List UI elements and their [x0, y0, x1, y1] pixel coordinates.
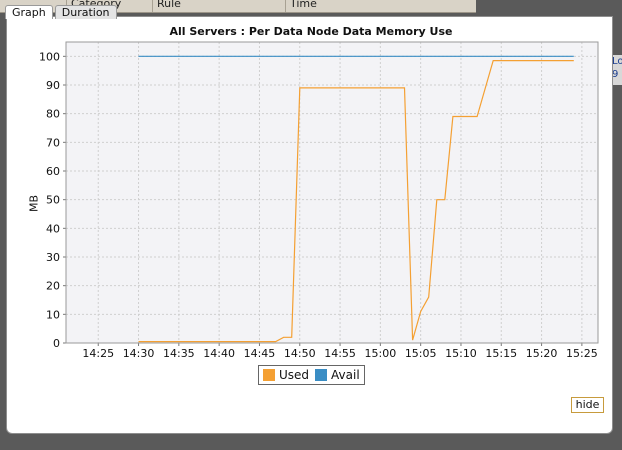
legend-swatch-used [263, 369, 275, 381]
y-tick-label: 60 [46, 165, 60, 178]
chart-legend: Used Avail [258, 365, 365, 385]
x-tick-label: 15:05 [405, 347, 437, 360]
series-line-used [138, 59, 574, 343]
legend-label-used: Used [279, 368, 310, 382]
y-tick-label: 80 [46, 108, 60, 121]
x-tick-label: 14:30 [123, 347, 155, 360]
x-tick-label: 14:25 [82, 347, 114, 360]
bg-column-rule: Rule [152, 0, 181, 12]
chart-title: All Servers : Per Data Node Data Memory … [169, 25, 453, 38]
tab-graph[interactable]: Graph [5, 5, 53, 19]
x-tick-label: 15:15 [485, 347, 517, 360]
x-tick-label: 14:40 [203, 347, 235, 360]
x-tick-label: 14:35 [163, 347, 195, 360]
y-tick-label: 70 [46, 136, 60, 149]
x-tick-label: 15:00 [365, 347, 397, 360]
x-tick-label: 14:55 [324, 347, 356, 360]
hide-button[interactable]: hide [571, 397, 604, 413]
y-tick-label: 10 [46, 308, 60, 321]
y-tick-label: 20 [46, 280, 60, 293]
y-tick-label: 40 [46, 222, 60, 235]
background-right-fragment: Lo 9 [612, 55, 622, 85]
y-tick-label: 100 [39, 50, 60, 63]
y-tick-label: 0 [53, 337, 60, 350]
bg-fragment-2: 9 [612, 69, 619, 80]
tab-bar: Graph Duration [5, 5, 119, 19]
x-tick-label: 15:20 [526, 347, 558, 360]
legend-item-avail: Avail [315, 368, 360, 382]
y-tick-label: 30 [46, 251, 60, 264]
legend-item-used: Used [263, 368, 309, 382]
legend-swatch-avail [315, 369, 328, 381]
y-tick-label: 90 [46, 79, 60, 92]
x-tick-label: 15:10 [445, 347, 477, 360]
bg-column-time: Time [285, 0, 317, 12]
bg-fragment-1: Lo [612, 56, 622, 67]
x-tick-label: 14:50 [284, 347, 316, 360]
plot-border [65, 41, 599, 344]
x-tick-label: 15:25 [566, 347, 598, 360]
x-tick-label: 14:45 [244, 347, 276, 360]
plot-area [66, 42, 598, 343]
tab-duration[interactable]: Duration [54, 5, 117, 19]
y-tick-label: 50 [46, 194, 60, 207]
legend-label-avail: Avail [331, 368, 360, 382]
